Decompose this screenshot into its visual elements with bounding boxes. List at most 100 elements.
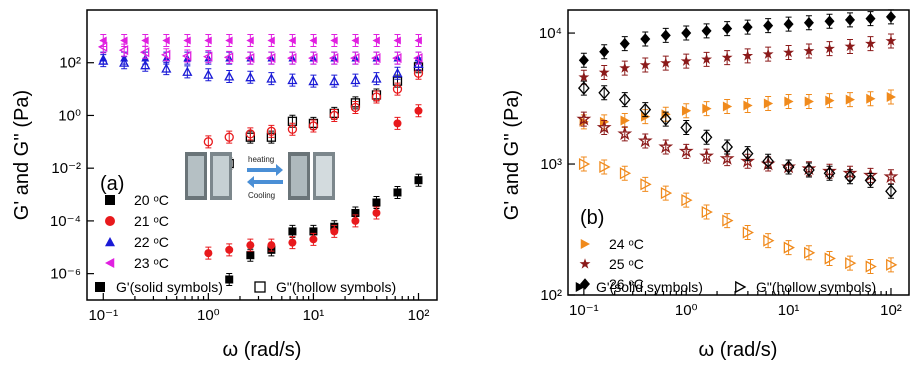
gp-point (309, 36, 317, 45)
gp-point (246, 241, 255, 250)
gpp-point (182, 66, 193, 76)
gpp-point (823, 166, 836, 181)
gpp-point (742, 226, 755, 239)
gp-point (783, 46, 795, 58)
gpp-point (266, 73, 277, 83)
gp-point (351, 208, 360, 217)
gpp-point (203, 137, 213, 147)
gp-point (225, 245, 234, 254)
legend-marker (105, 195, 115, 205)
legend-marker (579, 258, 591, 269)
gpp-errorbar (642, 176, 649, 192)
gp-point (414, 106, 423, 115)
x-tick-label: 10¹ (778, 302, 800, 319)
panel-b-label: (b) (580, 207, 604, 229)
gpp-point (287, 74, 298, 85)
gpp-point (681, 194, 693, 207)
gp-point (162, 36, 170, 45)
y-tick-label: 10⁻⁴ (50, 213, 81, 230)
panel-b-xlabel: ω (rad/s) (699, 339, 778, 361)
gp-point (393, 36, 401, 45)
gp-point (639, 59, 651, 70)
gpp-errorbar (226, 50, 233, 64)
gpp-point (804, 246, 816, 259)
legend-entry: 25 ᵒC (609, 256, 644, 272)
gpp-point (392, 52, 402, 64)
gp-point (681, 105, 692, 116)
gpp-point (371, 92, 382, 102)
gpp-errorbar (867, 259, 874, 275)
gpp-point (308, 121, 319, 131)
legend-marker (105, 237, 115, 247)
gp-point (351, 36, 359, 45)
gpp-errorbar (352, 51, 359, 65)
gpp-point (824, 252, 836, 265)
gp-point (288, 36, 296, 45)
gp-point (701, 53, 713, 64)
gp-point (824, 42, 835, 54)
gpp-point (161, 63, 172, 73)
legend-entry: 21 ᵒC (134, 213, 169, 229)
gpp-point (287, 52, 297, 64)
gp-point (414, 176, 423, 185)
gpp-point (119, 57, 130, 67)
y-tick-label: 10⁻² (51, 160, 81, 177)
gpp-point (763, 234, 775, 247)
panel-b-ylabel: G' and G'' (Pa) (501, 90, 523, 220)
gp-point (288, 238, 297, 247)
gp-point (762, 48, 774, 59)
gpp-errorbar (268, 51, 275, 65)
gp-point (722, 22, 733, 35)
gp-point (660, 57, 672, 68)
gp-point (742, 50, 754, 61)
gp-point (309, 227, 318, 236)
gpp-errorbar (744, 225, 751, 241)
gpp-point (308, 52, 318, 64)
gp-point (680, 55, 692, 66)
legend-marker (105, 258, 115, 268)
gpp-point (371, 73, 382, 83)
gpp-point (266, 52, 276, 64)
gpp-point (699, 148, 714, 163)
x-tick-label: 10¹ (303, 307, 325, 324)
gpp-point (660, 186, 673, 200)
gpp-point (329, 110, 339, 121)
legend-marker (105, 216, 115, 226)
gpp-errorbar (765, 153, 772, 169)
gpp-point (885, 184, 897, 198)
inset-arrow-left-icon (247, 176, 283, 188)
gp-point (372, 36, 380, 45)
gpp-point (619, 167, 632, 180)
gpp-errorbar (662, 185, 669, 201)
gp-point (824, 15, 835, 28)
gpp-point (883, 168, 899, 184)
inset-cooling-label: Cooling (248, 191, 275, 200)
gpp-point (596, 119, 612, 134)
gpp-point (287, 124, 298, 134)
legend-entry: 23 ᵒC (134, 255, 169, 271)
gpp-point (719, 150, 735, 165)
legend-hollow-note: G"(hollow symbols) (276, 279, 396, 295)
gpp-errorbar (887, 183, 894, 199)
gp-point (225, 275, 234, 284)
legend-entry: 20 ᵒC (134, 192, 169, 208)
gp-point (225, 36, 233, 45)
gp-point (267, 36, 275, 45)
panel-a-plot-frame (86, 9, 438, 301)
gp-point (204, 36, 212, 45)
panel-a-ylabel: G' and G'' (Pa) (11, 90, 33, 220)
gpp-errorbar (331, 51, 338, 65)
gp-point (141, 36, 149, 45)
gp-point (660, 29, 671, 42)
gp-point (619, 62, 631, 73)
gpp-errorbar (184, 49, 191, 63)
gp-point (844, 40, 856, 52)
panel-a-marks (97, 33, 424, 286)
gp-point (845, 14, 856, 26)
gp-point (619, 37, 630, 50)
gpp-point (599, 160, 611, 174)
gpp-point (223, 52, 234, 63)
inset-arrow-right-icon (247, 164, 283, 176)
gpp-point (618, 92, 631, 107)
gpp-errorbar (826, 165, 833, 181)
